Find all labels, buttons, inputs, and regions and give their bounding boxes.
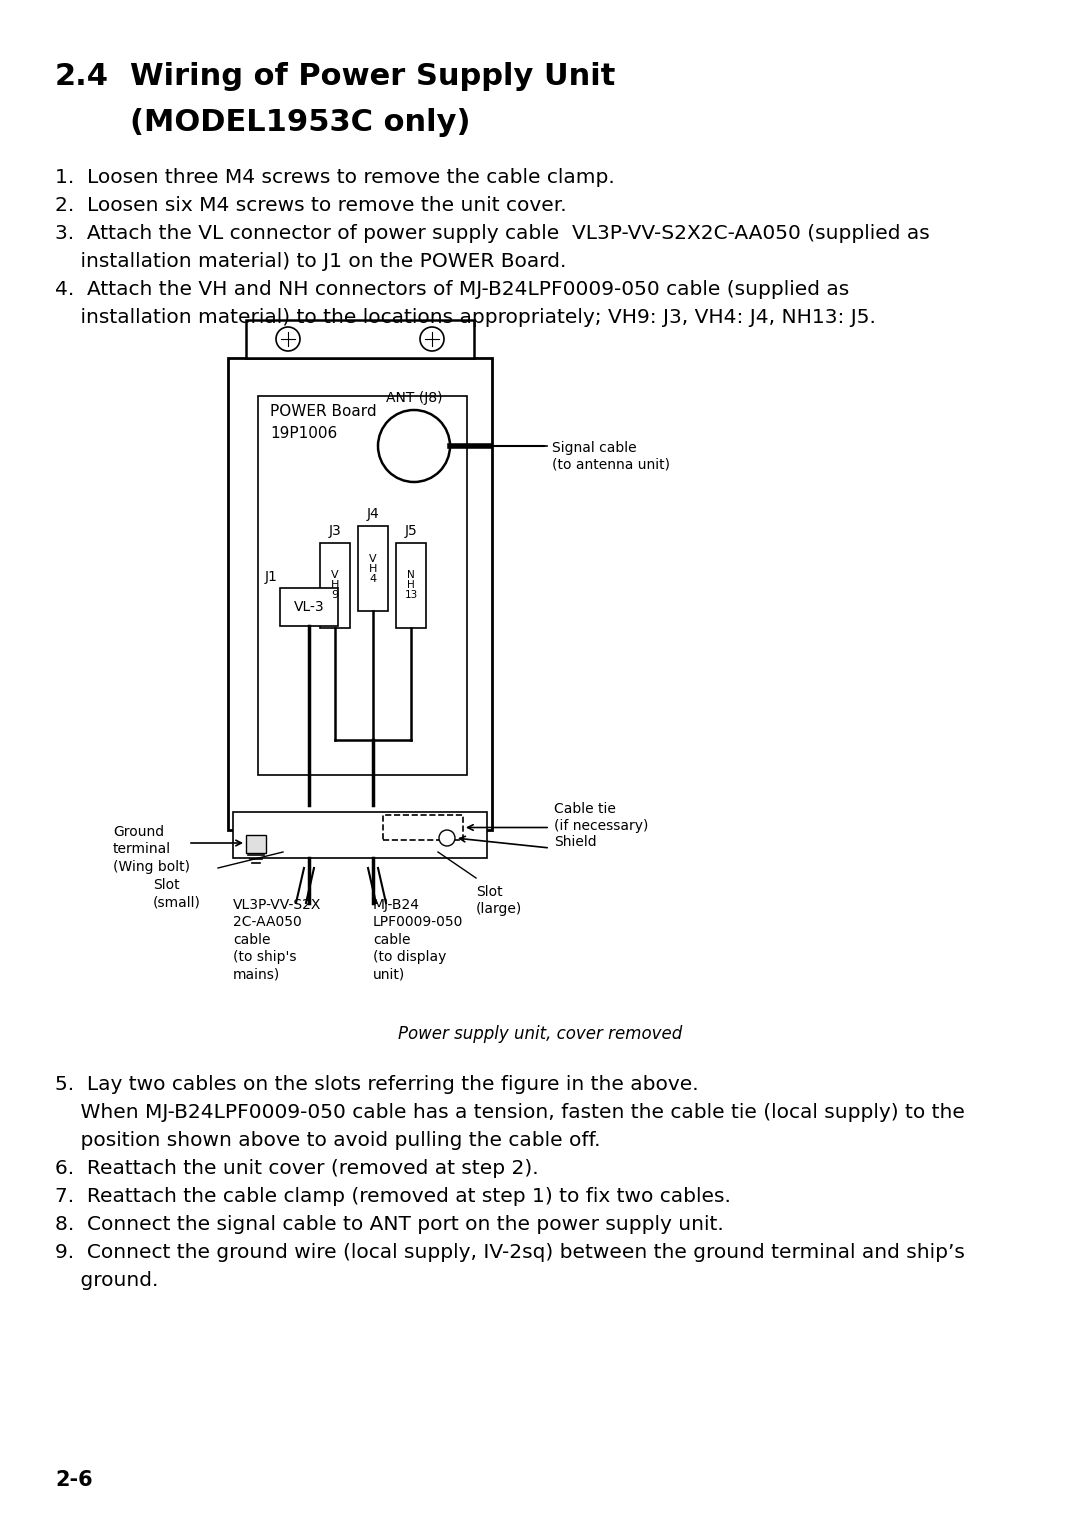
Text: Wiring of Power Supply Unit: Wiring of Power Supply Unit — [130, 63, 616, 92]
Text: 8.  Connect the signal cable to ANT port on the power supply unit.: 8. Connect the signal cable to ANT port … — [55, 1215, 724, 1235]
Text: Slot
(large): Slot (large) — [476, 885, 523, 917]
Text: Cable tie
(if necessary): Cable tie (if necessary) — [554, 802, 648, 833]
Text: J3: J3 — [328, 524, 341, 538]
Text: 2-6: 2-6 — [55, 1470, 93, 1490]
Text: ANT (J8): ANT (J8) — [386, 391, 442, 405]
Bar — [246, 834, 266, 853]
Bar — [233, 811, 487, 859]
Text: N
H
13: N H 13 — [404, 570, 418, 601]
Bar — [246, 319, 474, 358]
Bar — [258, 396, 467, 775]
Bar — [280, 588, 338, 626]
Circle shape — [378, 410, 450, 481]
Text: (MODEL1953C only): (MODEL1953C only) — [130, 108, 471, 138]
Bar — [396, 542, 426, 628]
Text: When MJ-B24LPF0009-050 cable has a tension, fasten the cable tie (local supply) : When MJ-B24LPF0009-050 cable has a tensi… — [55, 1103, 964, 1122]
Text: Signal cable
(to antenna unit): Signal cable (to antenna unit) — [552, 442, 670, 471]
Text: J1: J1 — [265, 570, 278, 584]
Circle shape — [276, 327, 300, 351]
Text: installation material) to J1 on the POWER Board.: installation material) to J1 on the POWE… — [55, 252, 566, 270]
Text: 7.  Reattach the cable clamp (removed at step 1) to fix two cables.: 7. Reattach the cable clamp (removed at … — [55, 1187, 731, 1206]
Text: J5: J5 — [405, 524, 417, 538]
Text: 1.  Loosen three M4 screws to remove the cable clamp.: 1. Loosen three M4 screws to remove the … — [55, 168, 615, 186]
Bar — [320, 542, 350, 628]
Text: Slot
(small): Slot (small) — [153, 879, 201, 909]
Text: MJ-B24
LPF0009-050
cable
(to display
unit): MJ-B24 LPF0009-050 cable (to display uni… — [373, 898, 463, 981]
Circle shape — [438, 830, 455, 847]
Text: ground.: ground. — [55, 1271, 159, 1290]
Text: V
H
4: V H 4 — [368, 553, 377, 584]
Text: 9.  Connect the ground wire (local supply, IV-2sq) between the ground terminal a: 9. Connect the ground wire (local supply… — [55, 1242, 964, 1262]
Circle shape — [420, 327, 444, 351]
Text: J4: J4 — [366, 507, 379, 521]
Text: POWER Board: POWER Board — [270, 403, 377, 419]
Text: VL-3: VL-3 — [294, 601, 324, 614]
Text: Ground
terminal
(Wing bolt): Ground terminal (Wing bolt) — [113, 825, 190, 874]
Text: 3.  Attach the VL connector of power supply cable  VL3P-VV-S2X2C-AA050 (supplied: 3. Attach the VL connector of power supp… — [55, 225, 930, 243]
Bar — [228, 358, 492, 830]
Bar — [383, 814, 463, 840]
Text: installation material) to the locations appropriately; VH9: J3, VH4: J4, NH13: J: installation material) to the locations … — [55, 309, 876, 327]
Text: 19P1006: 19P1006 — [270, 426, 337, 442]
Text: 4.  Attach the VH and NH connectors of MJ-B24LPF0009-050 cable (supplied as: 4. Attach the VH and NH connectors of MJ… — [55, 280, 849, 299]
Text: position shown above to avoid pulling the cable off.: position shown above to avoid pulling th… — [55, 1131, 600, 1151]
Text: 5.  Lay two cables on the slots referring the figure in the above.: 5. Lay two cables on the slots referring… — [55, 1076, 699, 1094]
Text: Power supply unit, cover removed: Power supply unit, cover removed — [397, 1025, 683, 1044]
Text: 6.  Reattach the unit cover (removed at step 2).: 6. Reattach the unit cover (removed at s… — [55, 1160, 539, 1178]
Bar — [357, 526, 388, 611]
Text: 2.4: 2.4 — [55, 63, 109, 92]
Text: V
H
9: V H 9 — [330, 570, 339, 601]
Text: VL3P-VV-S2X
2C-AA050
cable
(to ship's
mains): VL3P-VV-S2X 2C-AA050 cable (to ship's ma… — [233, 898, 322, 981]
Text: Shield: Shield — [554, 834, 596, 850]
Text: 2.  Loosen six M4 screws to remove the unit cover.: 2. Loosen six M4 screws to remove the un… — [55, 196, 567, 215]
